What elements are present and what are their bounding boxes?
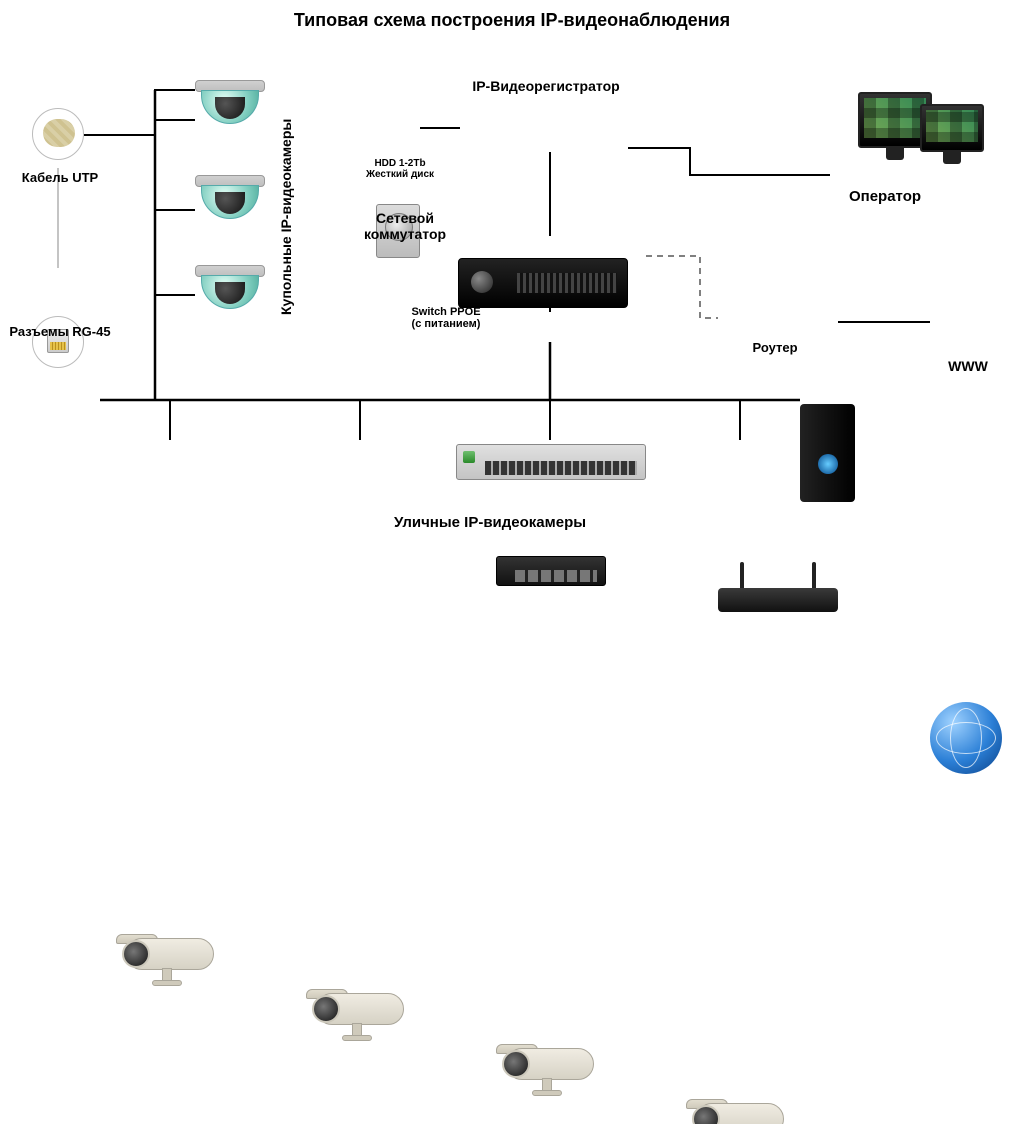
dome-camera-1-icon [195, 80, 265, 132]
globe-icon [930, 702, 1002, 774]
bullet-group-label: Уличные IP-видеокамеры [360, 514, 620, 531]
switch-label: Сетевой коммутатор [350, 210, 460, 242]
router-label: Роутер [740, 340, 810, 355]
operator-label: Оператор [830, 188, 940, 205]
utp-cable-label: Кабель UTP [20, 170, 100, 185]
poe-switch-icon [496, 556, 606, 586]
bullet-camera-4-icon [686, 1097, 796, 1124]
dome-camera-3-icon [195, 265, 265, 317]
bullet-camera-1-icon [116, 932, 226, 987]
poe-switch-label: Switch PPOE (с питанием) [398, 306, 494, 330]
utp-cable-icon [32, 108, 84, 160]
bullet-camera-3-icon [496, 1042, 606, 1097]
nvr-icon [458, 258, 628, 308]
pc-tower-icon [800, 404, 855, 502]
hdd-label: HDD 1-2Tb Жесткий диск [358, 158, 442, 180]
rj45-label: Разъемы RG-45 [8, 324, 112, 339]
dome-group-label: Купольные IP-видеокамеры [278, 85, 294, 315]
router-icon [718, 562, 838, 612]
monitor-2-icon [920, 104, 984, 164]
www-label: WWW [938, 358, 998, 374]
nvr-label: IP-Видеорегистратор [456, 78, 636, 94]
dome-camera-2-icon [195, 175, 265, 227]
bullet-camera-2-icon [306, 987, 416, 1042]
network-switch-icon [456, 444, 646, 480]
diagram-title: Типовая схема построения IP-видеонаблюде… [0, 10, 1024, 31]
